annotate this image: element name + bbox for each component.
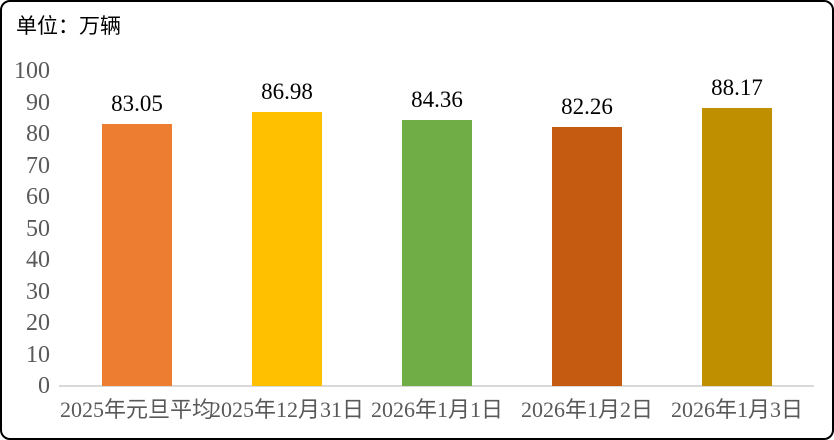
y-axis-tick: 100 xyxy=(14,58,50,84)
x-axis-label: 2025年12月31日 xyxy=(209,397,364,422)
y-axis-tick: 60 xyxy=(26,184,50,210)
y-axis-tick: 70 xyxy=(26,152,50,179)
y-axis-tick: 40 xyxy=(26,247,50,273)
bar-value-label: 83.05 xyxy=(111,91,163,117)
bar xyxy=(702,108,772,386)
x-axis-label: 2026年1月3日 xyxy=(670,397,803,422)
y-axis-tick: 50 xyxy=(26,215,50,242)
bar xyxy=(252,112,322,386)
bar xyxy=(552,126,622,386)
y-axis-tick: 10 xyxy=(26,341,50,368)
y-axis-tick: 20 xyxy=(26,310,50,336)
bar-value-label: 86.98 xyxy=(261,79,313,104)
y-axis-tick: 90 xyxy=(26,89,50,116)
bar-value-label: 82.26 xyxy=(561,93,613,119)
x-axis-label: 2026年1月1日 xyxy=(370,397,503,422)
y-axis-tick: 80 xyxy=(26,121,50,147)
bar-value-label: 88.17 xyxy=(711,75,763,101)
bar-value-label: 84.36 xyxy=(411,87,463,113)
x-axis-label: 2025年元旦平均 xyxy=(59,397,214,422)
x-axis-line xyxy=(59,385,814,387)
unit-label: 单位：万辆 xyxy=(16,14,121,38)
bar xyxy=(402,120,472,386)
x-axis-label: 2026年1月2日 xyxy=(520,397,653,422)
bar xyxy=(102,124,172,386)
y-axis-tick: 30 xyxy=(26,278,50,305)
y-axis-tick: 0 xyxy=(38,373,50,399)
